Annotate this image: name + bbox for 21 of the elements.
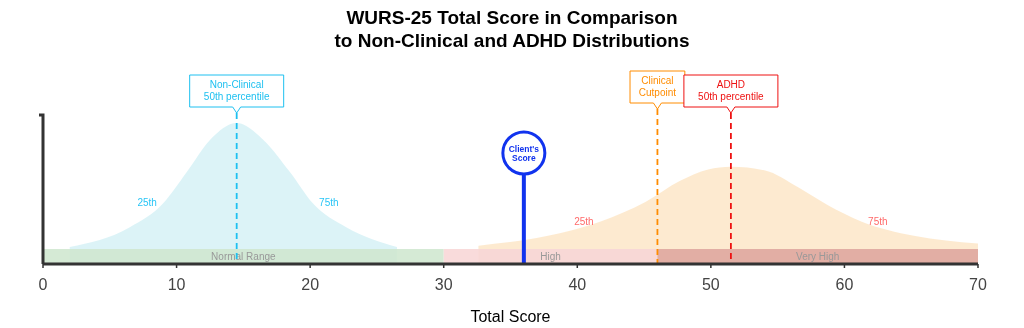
ref-line-label: Non-Clinical 50th percentile: [203, 79, 270, 102]
band-label: High: [540, 251, 561, 262]
band-label: Very High: [796, 251, 840, 262]
x-tick-label: 50: [701, 276, 720, 293]
x-tick-label: 30: [434, 276, 453, 293]
x-tick-label: 0: [38, 276, 48, 293]
x-axis-title: Total Score: [470, 308, 551, 325]
x-tick-label: 40: [568, 276, 587, 293]
annotation: 25th: [137, 196, 157, 208]
chart-title: WURS-25 Total Score in Comparison to Non-Clinical and ADHD Distributions: [334, 7, 690, 51]
x-tick-label: 70: [969, 276, 987, 293]
x-tick-label: 60: [835, 276, 854, 293]
x-tick-label: 10: [167, 276, 186, 293]
ref-line-label: ADHD 50th percentile: [698, 79, 765, 102]
annotation: 25th: [574, 216, 594, 228]
x-tick-label: 20: [301, 276, 320, 293]
annotation: 75th: [868, 216, 888, 228]
ref-line-label: Client's Score: [508, 144, 540, 163]
annotation: 75th: [319, 196, 339, 208]
ref-line-label: Clinical Cutpoint: [638, 75, 677, 98]
band-label: Normal Range: [211, 251, 277, 262]
